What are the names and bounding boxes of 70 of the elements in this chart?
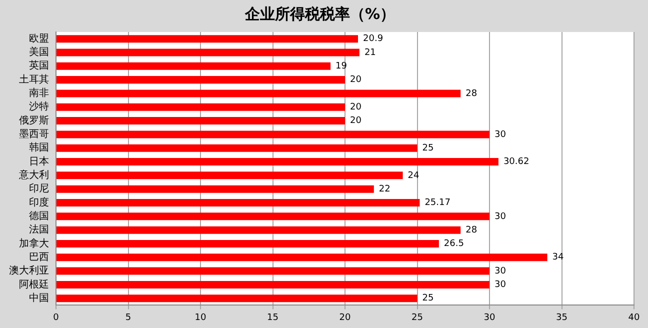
- chart-title: 企业所得税税率（%）: [244, 4, 396, 23]
- data-label: 30.62: [503, 157, 530, 168]
- bar: [56, 172, 403, 180]
- y-tick-label: 沙特: [29, 100, 49, 113]
- bar: [56, 198, 420, 207]
- data-label: 30: [494, 212, 506, 222]
- bar: [56, 212, 490, 220]
- x-tick-label: 35: [556, 312, 568, 323]
- y-tick-label: 法国: [29, 224, 49, 236]
- y-tick-label: 中国: [29, 292, 49, 304]
- y-tick-label: 韩国: [29, 142, 49, 154]
- bar: [56, 267, 490, 275]
- data-label: 30: [494, 266, 506, 276]
- bar: [56, 294, 418, 302]
- x-tick-label: 25: [412, 312, 423, 323]
- y-tick-label: 加拿大: [19, 237, 49, 250]
- y-tick-label: 日本: [29, 155, 49, 168]
- y-tick-label: 意大利: [18, 169, 49, 182]
- x-tick-label: 20: [339, 312, 351, 323]
- data-label: 25.17: [424, 198, 450, 208]
- bar: [56, 103, 345, 111]
- y-tick-label: 南非: [29, 87, 49, 100]
- data-label: 25: [422, 294, 434, 304]
- y-tick-label: 俄罗斯: [19, 114, 49, 126]
- x-tick-label: 15: [267, 312, 278, 323]
- y-tick-label: 巴西: [29, 252, 49, 263]
- data-label: 20: [350, 75, 362, 86]
- bar: [56, 254, 548, 262]
- y-tick-label: 阿根廷: [19, 278, 49, 290]
- data-label: 20.9: [363, 34, 384, 44]
- data-label: 19: [336, 61, 348, 72]
- bar: [56, 240, 439, 248]
- y-tick-label: 德国: [29, 211, 49, 222]
- data-label: 25: [422, 143, 434, 154]
- data-label: 24: [408, 170, 420, 181]
- y-tick-label: 印度: [29, 196, 49, 208]
- y-tick-label: 欧盟: [29, 32, 49, 44]
- bar: [56, 280, 490, 288]
- data-label: 34: [552, 252, 564, 263]
- bar: [56, 158, 498, 166]
- y-tick-label: 土耳其: [19, 73, 49, 86]
- x-tick-label: 5: [125, 312, 132, 323]
- bar: [56, 185, 374, 193]
- data-label: 21: [364, 48, 376, 58]
- bar: [56, 76, 345, 84]
- bar: [56, 48, 360, 56]
- data-label: 20: [350, 102, 362, 112]
- x-tick-label: 0: [53, 312, 60, 323]
- x-tick-label: 30: [484, 312, 496, 323]
- data-label: 28: [466, 88, 478, 99]
- data-label: 22: [378, 184, 390, 194]
- bar: [56, 90, 461, 98]
- data-label: 20: [350, 116, 362, 126]
- bar: [56, 130, 490, 138]
- data-label: 26.5: [444, 239, 464, 250]
- x-tick-label: 10: [194, 312, 206, 323]
- y-tick-label: 英国: [29, 60, 49, 72]
- y-tick-label: 墨西哥: [19, 129, 49, 140]
- bar: [56, 144, 418, 152]
- bar: [56, 226, 461, 234]
- y-tick-label: 澳大利亚: [9, 264, 49, 277]
- x-tick-label: 40: [628, 312, 640, 323]
- data-label: 30: [494, 280, 506, 290]
- data-label: 30: [494, 130, 506, 140]
- y-tick-label: 美国: [29, 46, 49, 58]
- bar: [56, 62, 331, 70]
- data-label: 28: [466, 225, 478, 236]
- bar: [56, 117, 345, 125]
- bar: [56, 35, 358, 43]
- y-tick-label: 印尼: [29, 182, 49, 195]
